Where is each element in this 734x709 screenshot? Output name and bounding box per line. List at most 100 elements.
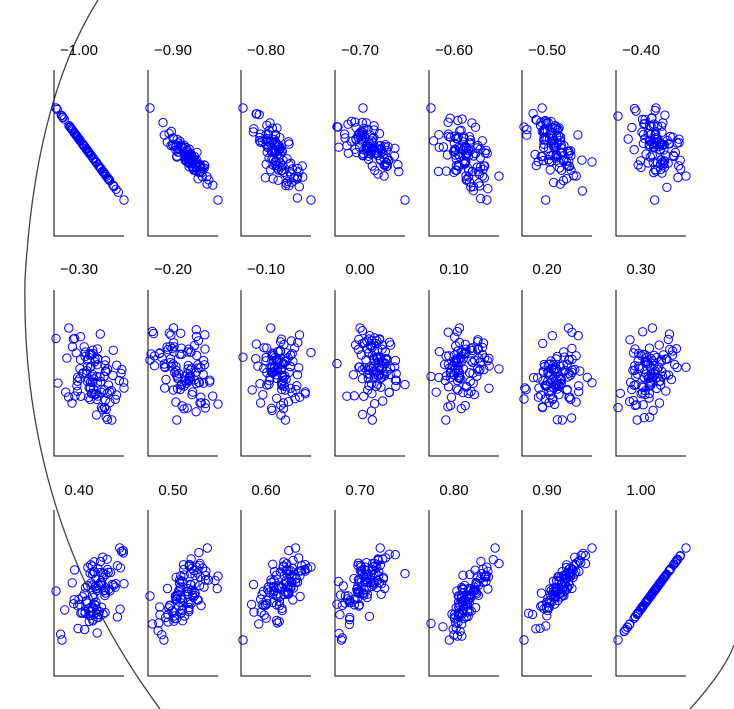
scatter-point [446,392,457,402]
scatter-point [668,150,678,161]
scatter-point [542,611,552,621]
scatter-point [483,184,493,194]
scatter-point [176,571,186,581]
scatter-point [145,355,155,365]
scatter-point [89,557,99,567]
scatter-point [552,351,563,362]
panel-axis [147,70,218,237]
scatter-point [672,362,682,373]
panel-title: −0.60 [435,42,473,59]
scatter-point [629,145,639,155]
scatter-point [537,402,548,412]
scatter-point [294,330,305,340]
scatter-point [547,363,557,373]
scatter-point [51,586,61,596]
scatter-point [162,583,173,594]
scatter-point [630,400,640,411]
scatter-point [535,623,545,633]
scatter-point [93,353,103,364]
scatter-point [484,383,494,393]
scatter-point [452,631,463,641]
scatter-point [80,347,91,357]
scatter-point [79,624,90,635]
panel-title: 0.30 [626,261,655,278]
scatter-point [646,591,656,601]
scatter-point [390,375,401,385]
scatter-point [574,381,584,391]
scatter-point [269,362,280,372]
scatter-point [79,342,89,352]
scatter-point [85,394,96,405]
scatter-point [169,611,180,621]
scatter-point [652,352,662,363]
scatter-point [454,373,465,384]
scatter-point [261,356,271,366]
scatter-point [343,148,354,159]
scatter-point [638,129,649,140]
scatter-point [574,387,584,397]
scatter-point [357,117,367,128]
scatter-panel: −0.50 [519,42,597,237]
scatter-point [278,398,289,408]
scatter-point [276,364,287,375]
scatter-point [360,574,370,585]
scatter-point [210,575,220,586]
scatter-point [271,160,281,171]
panel-title: 0.00 [345,261,374,278]
scatter-point [99,371,109,382]
scatter-point [565,392,575,402]
scatter-point [636,162,646,173]
panel-axis [240,510,311,677]
scatter-point [459,580,470,591]
scatter-point [262,598,272,608]
scatter-point [112,561,123,571]
scatter-point [357,566,367,576]
scatter-point [490,543,500,553]
scatter-point [552,380,562,390]
scatter-point [363,124,373,135]
scatter-point [208,391,218,401]
scatter-point [528,372,539,383]
scatter-point [284,139,294,149]
scatter-point [287,577,297,588]
scatter-point [431,387,441,397]
scatter-point [255,379,265,389]
scatter-point [275,567,285,577]
scatter-point [51,333,61,344]
scatter-point [374,369,384,379]
scatter-point [383,142,393,152]
scatter-point [587,543,597,553]
scatter-point [68,334,79,344]
scatter-point [385,369,395,380]
scatter-point [378,396,388,406]
scatter-point [393,160,403,170]
scatter-point [544,595,555,606]
scatter-point [119,579,129,589]
scatter-point [295,392,305,402]
scatter-point [451,145,461,155]
scatter-point [455,152,465,162]
panel-title: 0.20 [532,261,561,278]
scatter-point [643,359,654,369]
scatter-point [193,174,203,184]
scatter-point [638,327,648,337]
scatter-point [368,565,378,575]
scatter-point [176,576,186,586]
scatter-point [481,576,491,587]
scatter-point [159,362,170,372]
panel-title: −0.80 [247,42,285,59]
scatter-point [443,382,454,392]
scatter-point [294,167,304,177]
scatter-point [80,351,90,362]
scatter-point [338,581,348,591]
scatter-point [272,393,282,403]
scatter-point [449,131,460,142]
scatter-point [542,605,553,616]
scatter-point [110,394,121,404]
scatter-point [81,596,91,606]
scatter-point [179,404,189,414]
scatter-point [302,563,313,573]
scatter-point [625,335,635,345]
scatter-point [462,607,473,617]
scatter-point [661,354,671,364]
